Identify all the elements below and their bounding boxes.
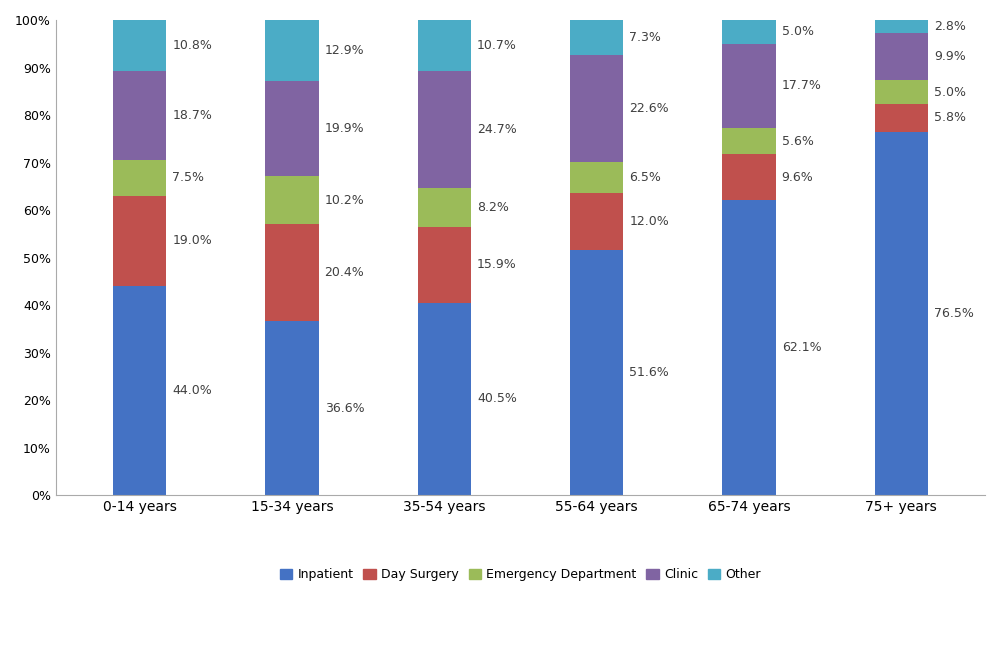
- Text: 62.1%: 62.1%: [782, 341, 821, 354]
- Bar: [875, 20, 928, 33]
- Text: 19.0%: 19.0%: [172, 234, 212, 248]
- Bar: [113, 160, 166, 196]
- Bar: [113, 20, 166, 71]
- Text: 5.0%: 5.0%: [782, 25, 814, 39]
- Text: 18.7%: 18.7%: [172, 109, 212, 123]
- Text: 9.9%: 9.9%: [934, 51, 966, 63]
- Bar: [265, 321, 319, 495]
- Text: 44.0%: 44.0%: [172, 384, 212, 397]
- Bar: [113, 286, 166, 495]
- Text: 19.9%: 19.9%: [325, 122, 364, 135]
- Bar: [265, 81, 319, 176]
- Text: 5.0%: 5.0%: [934, 86, 966, 99]
- Bar: [418, 188, 471, 227]
- Bar: [113, 71, 166, 160]
- Text: 40.5%: 40.5%: [477, 392, 517, 406]
- Text: 20.4%: 20.4%: [325, 266, 364, 279]
- Text: 7.3%: 7.3%: [629, 31, 661, 44]
- Bar: [722, 128, 776, 155]
- Bar: [418, 303, 471, 495]
- Bar: [875, 104, 928, 132]
- Bar: [875, 132, 928, 495]
- Text: 36.6%: 36.6%: [325, 402, 364, 415]
- Bar: [722, 200, 776, 495]
- Text: 15.9%: 15.9%: [477, 258, 517, 272]
- Bar: [570, 250, 623, 495]
- Bar: [875, 81, 928, 104]
- Bar: [722, 44, 776, 128]
- Text: 17.7%: 17.7%: [782, 79, 822, 93]
- Bar: [722, 155, 776, 200]
- Text: 51.6%: 51.6%: [629, 366, 669, 379]
- Text: 5.6%: 5.6%: [782, 135, 814, 148]
- Text: 10.2%: 10.2%: [325, 194, 364, 206]
- Bar: [570, 162, 623, 193]
- Text: 8.2%: 8.2%: [477, 201, 509, 214]
- Text: 2.8%: 2.8%: [934, 20, 966, 33]
- Text: 9.6%: 9.6%: [782, 170, 813, 184]
- Bar: [265, 20, 319, 81]
- Text: 5.8%: 5.8%: [934, 111, 966, 125]
- Text: 12.9%: 12.9%: [325, 44, 364, 57]
- Legend: Inpatient, Day Surgery, Emergency Department, Clinic, Other: Inpatient, Day Surgery, Emergency Depart…: [275, 563, 766, 586]
- Bar: [418, 227, 471, 303]
- Bar: [570, 55, 623, 162]
- Bar: [418, 71, 471, 188]
- Text: 24.7%: 24.7%: [477, 123, 517, 136]
- Bar: [875, 33, 928, 81]
- Text: 7.5%: 7.5%: [172, 171, 204, 184]
- Bar: [265, 224, 319, 321]
- Text: 10.8%: 10.8%: [172, 39, 212, 52]
- Bar: [570, 20, 623, 55]
- Text: 76.5%: 76.5%: [934, 307, 974, 320]
- Text: 10.7%: 10.7%: [477, 39, 517, 52]
- Text: 12.0%: 12.0%: [629, 215, 669, 228]
- Bar: [570, 193, 623, 250]
- Bar: [418, 20, 471, 71]
- Bar: [113, 196, 166, 286]
- Bar: [265, 176, 319, 224]
- Text: 6.5%: 6.5%: [629, 171, 661, 184]
- Bar: [722, 20, 776, 44]
- Text: 22.6%: 22.6%: [629, 102, 669, 115]
